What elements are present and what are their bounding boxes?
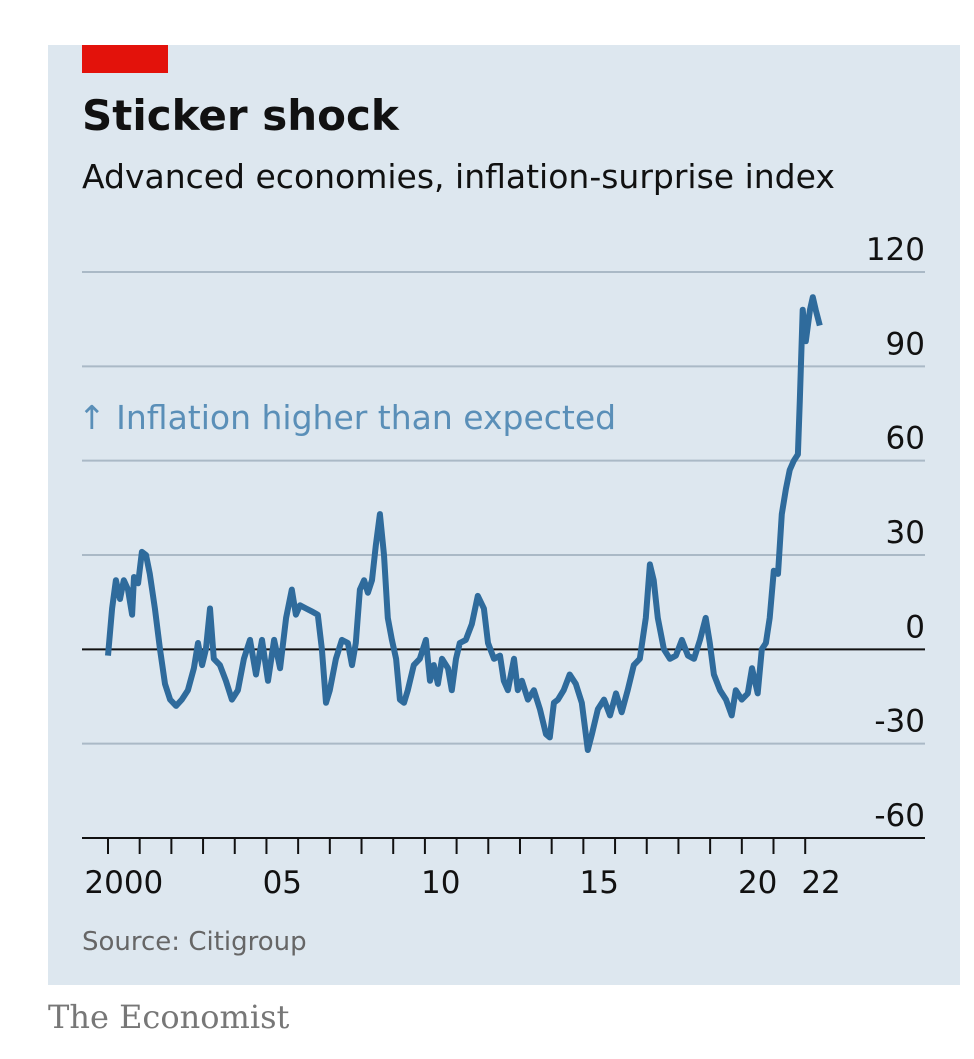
y-tick-label: 60 [886,421,925,457]
y-tick-label: 120 [866,232,925,268]
x-tick-label: 22 [801,865,840,901]
red-tag [82,45,168,73]
x-tick-label: 2000 [84,865,163,901]
y-tick-label: 30 [886,515,925,551]
annotation: ↑ Inflation higher than expected [78,398,616,437]
y-tick-label: -60 [874,798,925,834]
y-tick-label: 0 [905,609,925,645]
x-tick-label: 15 [579,865,618,901]
footer: The Economist [48,998,289,1036]
chart-subtitle: Advanced economies, inflation-surprise i… [82,157,835,196]
source: Source: Citigroup [82,927,307,957]
chart-title: Sticker shock [82,91,400,140]
panel [48,45,960,985]
data-line [105,294,823,753]
y-tick-label: -30 [874,704,925,740]
x-tick-label: 20 [738,865,777,901]
y-tick-label: 90 [886,326,925,362]
x-tick-label: 05 [263,865,302,901]
x-tick-label: 10 [421,865,460,901]
